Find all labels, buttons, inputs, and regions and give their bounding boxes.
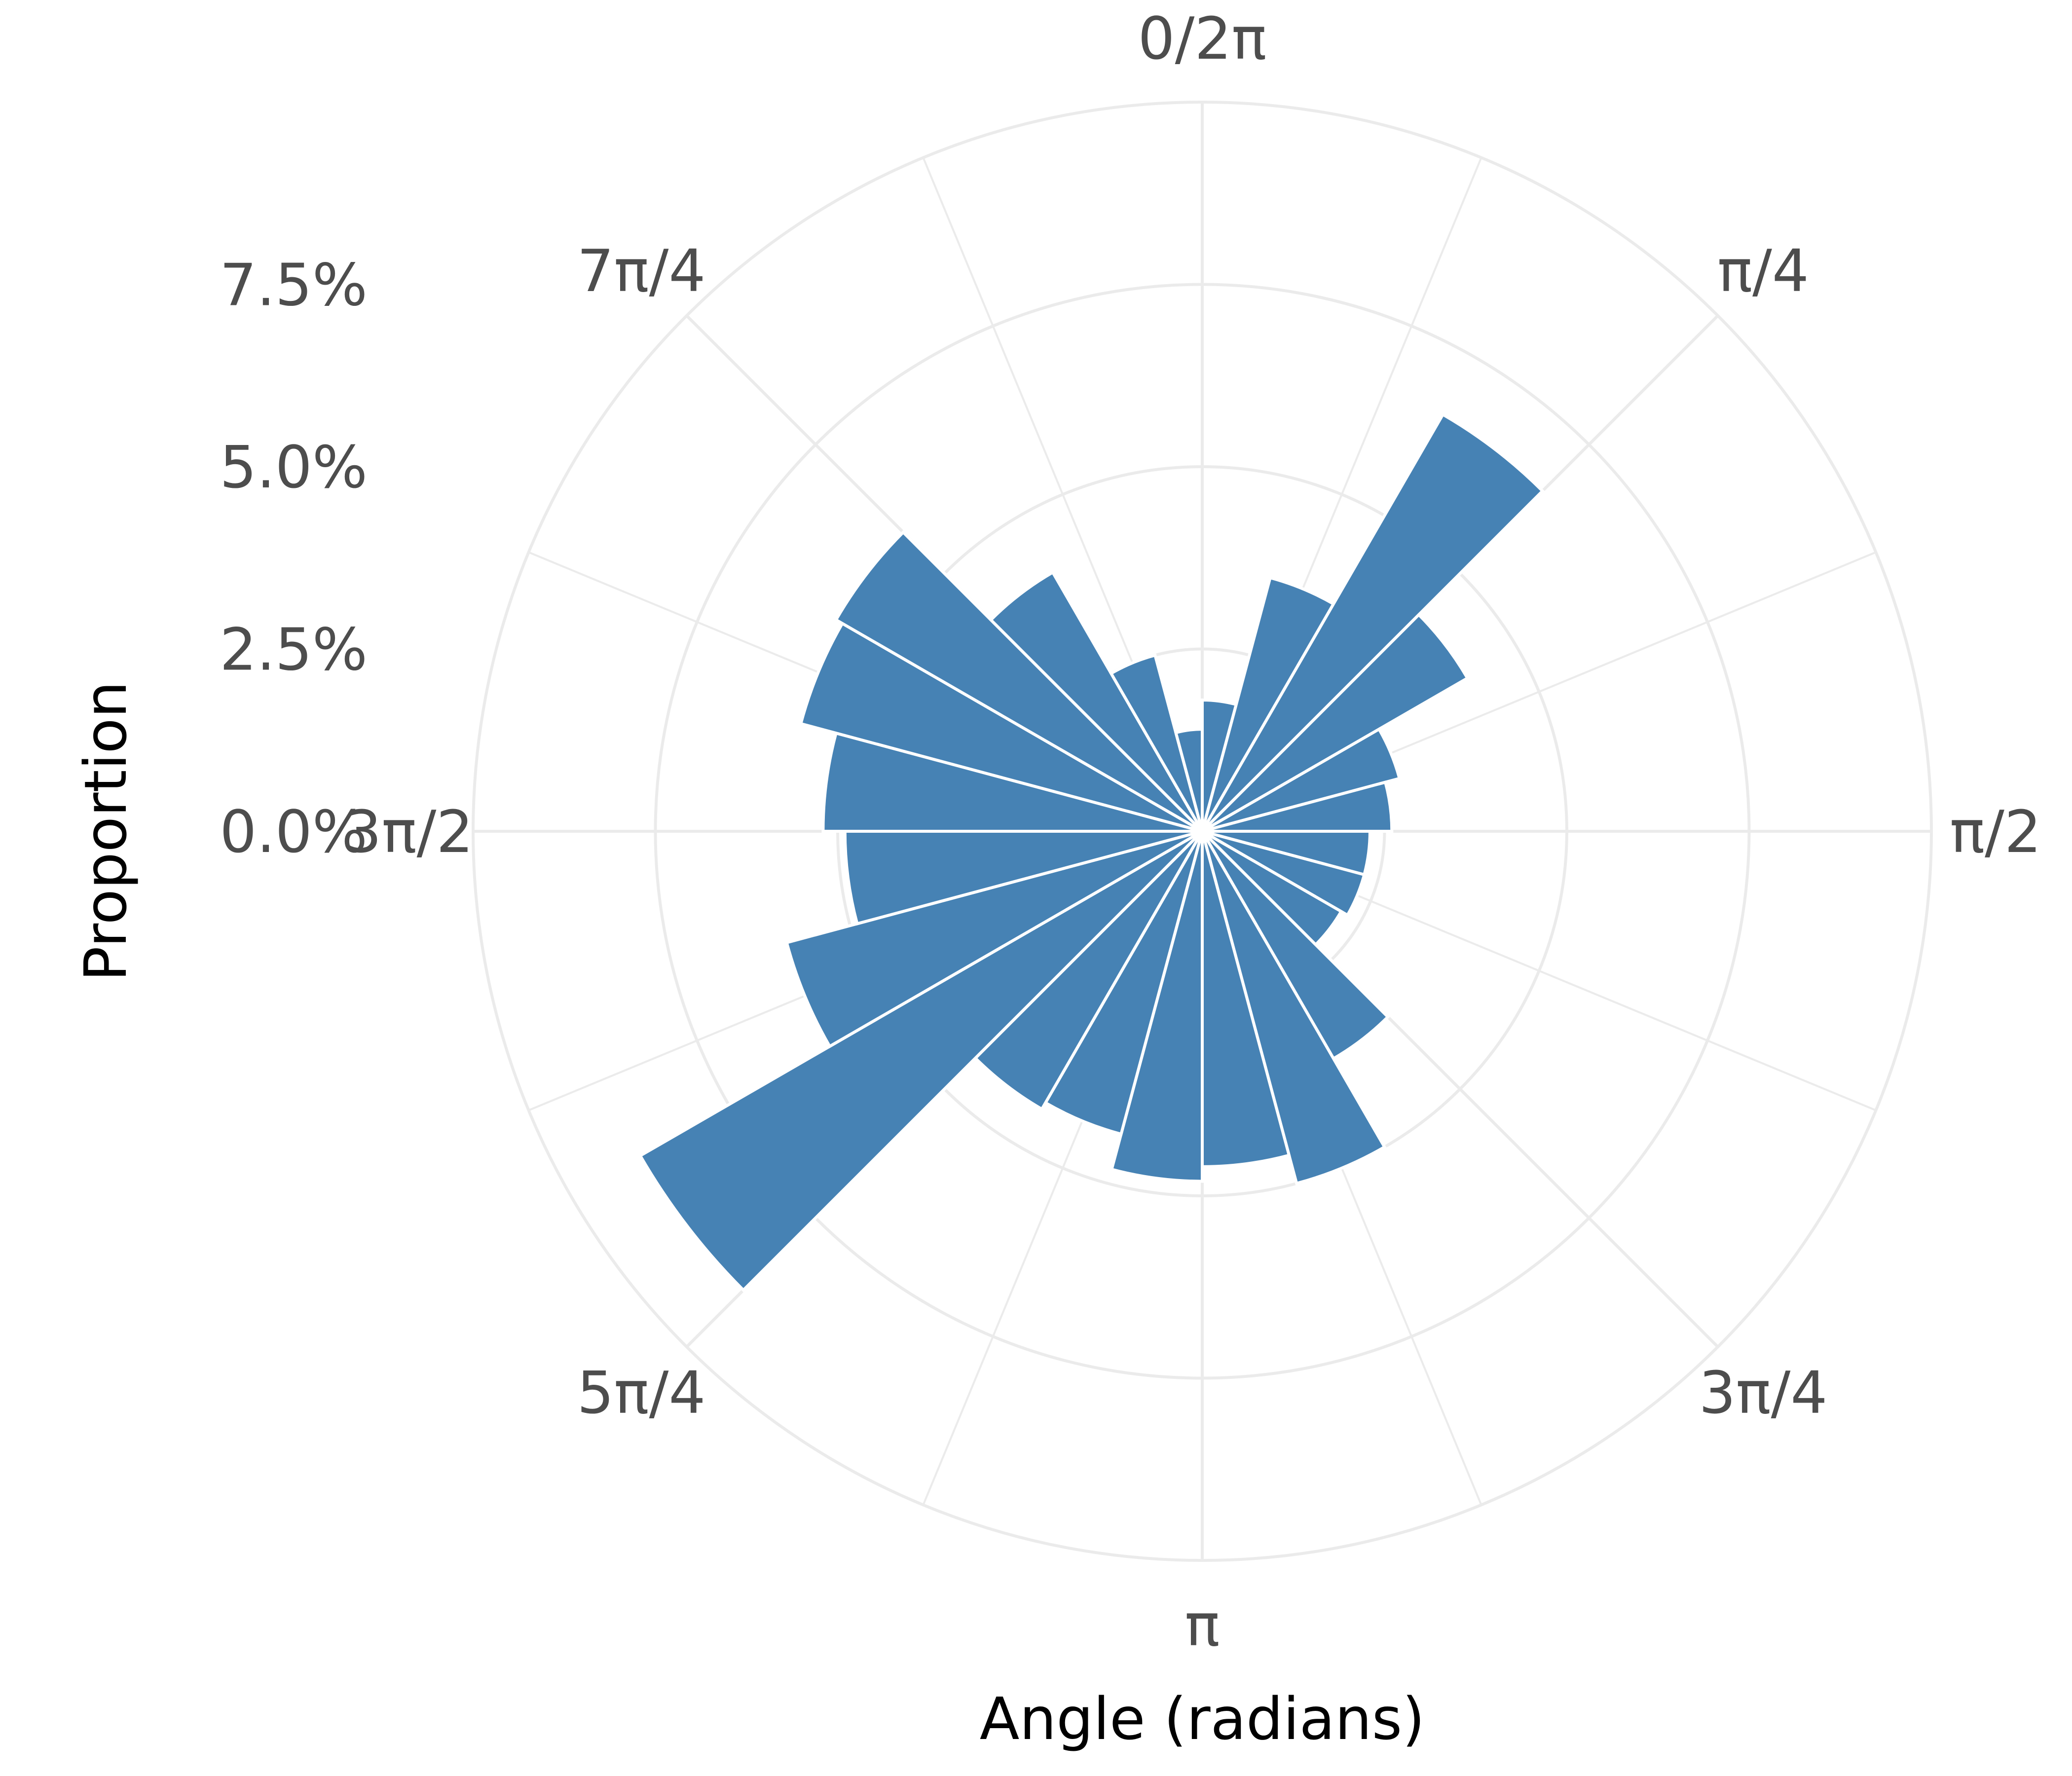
histogram-bars [638, 412, 1545, 1293]
x-axis-title: Angle (radians) [980, 1685, 1425, 1753]
angle-tick-label: 0/2π [1138, 4, 1267, 73]
histogram-bar-15 [638, 830, 1204, 1293]
histogram-bar-3 [1201, 612, 1470, 833]
histogram-bar-23 [1174, 728, 1204, 832]
angle-tick-label: 3π/2 [345, 798, 474, 866]
histogram-bar-19 [799, 621, 1203, 833]
angle-tick-labels: 0/2π π/4 π/2 3π/4 π 5π/4 3π/2 7π/4 [345, 4, 2041, 1659]
angle-tick-label: π [1184, 1591, 1220, 1659]
radial-tick-label: 7.5% [220, 251, 368, 319]
histogram-bar-7 [1201, 830, 1367, 918]
histogram-bar-21 [989, 570, 1204, 833]
histogram-bar-10 [1201, 830, 1387, 1185]
histogram-bar-17 [843, 829, 1203, 926]
histogram-bar-16 [785, 830, 1203, 1049]
histogram-bar-20 [834, 530, 1204, 833]
histogram-bar-14 [973, 830, 1204, 1111]
angle-tick-label: 3π/4 [1699, 1359, 1828, 1427]
y-axis-title: Proportion [72, 681, 140, 982]
angle-tick-label: π/2 [1950, 798, 2041, 866]
angle-tick-label: π/4 [1717, 237, 1809, 305]
radial-tick-label: 2.5% [220, 616, 368, 684]
histogram-bar-11 [1201, 831, 1291, 1168]
radial-tick-labels: 0.0% 2.5% 5.0% 7.5% [220, 251, 368, 866]
angle-tick-label: 5π/4 [577, 1359, 705, 1427]
radial-tick-label: 5.0% [220, 433, 368, 501]
histogram-bar-4 [1201, 727, 1402, 833]
histogram-bar-22 [1109, 653, 1204, 832]
radial-tick-label: 0.0% [220, 798, 368, 866]
histogram-bar-2 [1201, 412, 1545, 833]
histogram-bar-5 [1202, 780, 1394, 833]
angle-tick-label: 7π/4 [577, 237, 705, 305]
